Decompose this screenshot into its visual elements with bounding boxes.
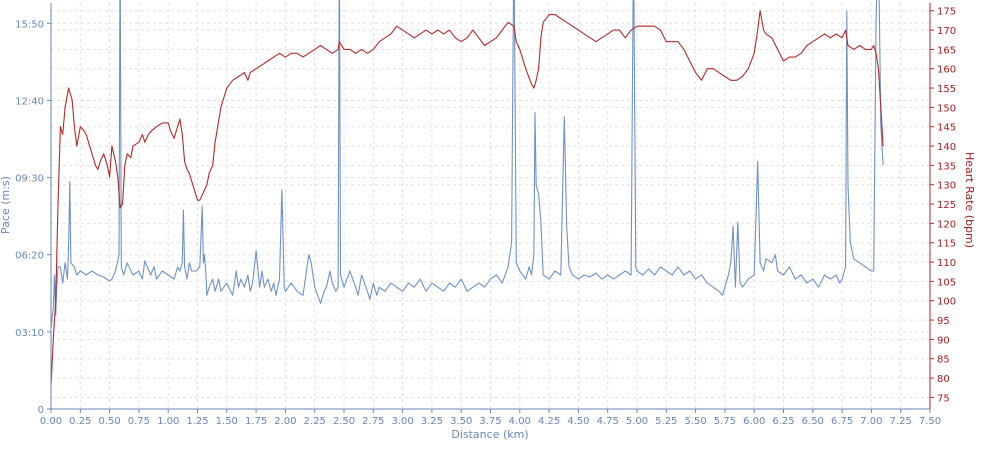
y-axis-right-title: Heart Rate (bpm) (963, 152, 976, 248)
x-tick-label: 0.75 (128, 416, 150, 427)
x-tick-label: 2.75 (362, 416, 384, 427)
x-tick-label: 3.75 (479, 416, 501, 427)
y-right-tick-label: 150 (937, 103, 956, 114)
y-right-tick-label: 130 (937, 181, 956, 192)
y-right-tick-label: 100 (937, 297, 956, 308)
x-tick-label: 7.50 (919, 416, 941, 427)
x-tick-label: 6.50 (802, 416, 824, 427)
x-tick-label: 0.50 (98, 416, 120, 427)
x-tick-label: 2.50 (333, 416, 355, 427)
y-left-tick-label: 03:10 (15, 328, 44, 339)
y-right-tick-label: 95 (937, 316, 950, 327)
y-left-tick-label: 0 (38, 405, 44, 416)
x-tick-label: 1.25 (186, 416, 208, 427)
y-right-tick-label: 85 (937, 355, 950, 366)
x-tick-label: 1.50 (216, 416, 238, 427)
pace-line (51, 0, 884, 328)
x-tick-label: 4.50 (567, 416, 589, 427)
y-right-tick-label: 125 (937, 200, 956, 211)
y-left-tick-label: 12:40 (15, 96, 44, 107)
x-tick-label: 2.00 (274, 416, 296, 427)
y-left-tick-label: 09:30 (15, 174, 44, 185)
x-axis-title: Distance (km) (451, 428, 528, 441)
x-tick-label: 5.25 (655, 416, 677, 427)
x-tick-label: 4.25 (538, 416, 560, 427)
y-right-tick-label: 110 (937, 258, 956, 269)
y-right-tick-label: 135 (937, 161, 956, 172)
x-tick-label: 6.25 (772, 416, 794, 427)
x-tick-label: 4.00 (509, 416, 531, 427)
x-tick-label: 2.25 (304, 416, 326, 427)
y-axis-left-title: Pace (m:s) (0, 176, 12, 234)
x-tick-label: 6.00 (743, 416, 765, 427)
x-tick-label: 3.00 (391, 416, 413, 427)
series-layer (51, 0, 884, 386)
y-right-tick-label: 105 (937, 277, 956, 288)
y-right-tick-label: 115 (937, 239, 956, 250)
y-right-tick-label: 145 (937, 123, 956, 134)
y-right-tick-label: 175 (937, 7, 956, 18)
axes-layer: 0.00 0.25 0.50 0.75 1.00 1.25 1.50 1.75 2.00 2.25… (15, 3, 956, 427)
x-tick-label: 3.25 (421, 416, 443, 427)
y-right-tick-label: 90 (937, 335, 950, 346)
y-right-tick-label: 80 (937, 374, 950, 385)
y-left-tick-label: 06:20 (15, 251, 44, 262)
x-tick-label: 5.75 (714, 416, 736, 427)
x-tick-label: 3.50 (450, 416, 472, 427)
x-tick-label: 7.00 (860, 416, 882, 427)
x-tick-label: 5.00 (626, 416, 648, 427)
y-right-tick-label: 120 (937, 219, 956, 230)
y-right-tick-label: 75 (937, 393, 950, 404)
y-right-tick-label: 170 (937, 26, 956, 37)
x-tick-label: 4.75 (597, 416, 619, 427)
x-tick-label: 5.50 (684, 416, 706, 427)
heart-rate-line (51, 10, 884, 386)
x-tick-label: 0.25 (69, 416, 91, 427)
x-tick-label: 1.75 (245, 416, 267, 427)
y-right-tick-label: 155 (937, 84, 956, 95)
y-right-tick-label: 160 (937, 65, 956, 76)
y-right-tick-label: 165 (937, 45, 956, 56)
x-tick-label: 0.00 (40, 416, 62, 427)
x-tick-label: 1.00 (157, 416, 179, 427)
grid-layer (50, 3, 931, 409)
y-right-tick-label: 140 (937, 142, 956, 153)
x-tick-label: 7.25 (890, 416, 912, 427)
x-tick-label: 6.75 (831, 416, 853, 427)
y-left-tick-label: 15:50 (15, 19, 44, 30)
